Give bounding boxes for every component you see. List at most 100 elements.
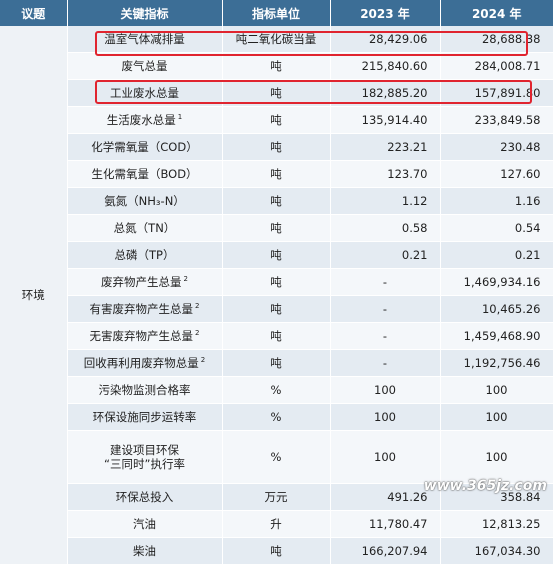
footnote-mark: 2	[195, 329, 200, 338]
table-row: 化学需氧量（COD）吨 223.21 230.48	[0, 133, 553, 161]
indicator-name: 无害废弃物产生总量 2	[67, 322, 223, 350]
header-2023: 2023 年	[330, 0, 441, 26]
indicator-name: 建设项目环保 “三同时”执行率	[67, 430, 223, 484]
table-row: 有害废弃物产生总量 2 吨 -10,465.26	[0, 295, 553, 323]
value-2023: 0.21	[330, 241, 441, 269]
indicator-name: 有害废弃物产生总量 2	[67, 295, 223, 323]
value-2023: -	[330, 349, 441, 377]
value-2024: 0.54	[440, 214, 553, 242]
value-2023: 135,914.40	[330, 106, 441, 134]
footnote-mark: 2	[195, 302, 200, 311]
indicator-unit: 吨	[222, 187, 331, 215]
indicator-name: 生活废水总量 1	[67, 106, 223, 134]
indicator-unit: 吨	[222, 537, 331, 565]
indicator-name: 生化需氧量（BOD）	[67, 160, 223, 188]
highlight-box-ghg	[95, 31, 528, 56]
value-2024: 284,008.71	[440, 52, 553, 80]
indicator-unit: 吨	[222, 295, 331, 323]
header-indicator: 关键指标	[67, 0, 223, 26]
indicator-name: 温室气体减排量	[67, 26, 223, 53]
indicator-unit: 吨	[222, 106, 331, 134]
value-2023: 100	[330, 376, 441, 404]
table-row: 废气总量吨 215,840.60 284,008.71	[0, 52, 553, 80]
table-row: 柴油吨 166,207.94 167,034.30	[0, 537, 553, 565]
indicator-name: 化学需氧量（COD）	[67, 133, 223, 161]
header-2024: 2024 年	[440, 0, 553, 26]
header-row: 议题 关键指标 指标单位 2023 年 2024 年	[0, 0, 553, 26]
value-2023: -	[330, 322, 441, 350]
footnote-mark: 2	[183, 275, 188, 284]
table-row: 污染物监测合格率% 100 100	[0, 376, 553, 404]
table-row: 生活废水总量 1 吨 135,914.40 233,849.58	[0, 106, 553, 134]
value-2023: 100	[330, 403, 441, 431]
value-2024: 12,813.25	[440, 510, 553, 538]
table-row: 环保设施同步运转率% 100 100	[0, 403, 553, 431]
footnote-mark: 2	[200, 356, 206, 365]
value-2024: 167,034.30	[440, 537, 553, 565]
indicator-unit: %	[222, 403, 331, 431]
value-2023: 0.58	[330, 214, 441, 242]
indicator-name: 废气总量	[67, 52, 223, 80]
value-2024: 1,459,468.90	[440, 322, 553, 350]
indicator-unit: 吨	[222, 349, 331, 377]
table-row: 总磷（TP）吨 0.21 0.21	[0, 241, 553, 269]
header-topic: 议题	[0, 0, 68, 26]
indicator-unit: 吨	[222, 133, 331, 161]
value-2024: 233,849.58	[440, 106, 553, 134]
value-2023: 215,840.60	[330, 52, 441, 80]
topic-cell: 环境	[0, 26, 68, 565]
indicator-unit: %	[222, 376, 331, 404]
value-2023: 28,429.06	[330, 26, 441, 53]
value-2024: 10,465.26	[440, 295, 553, 323]
header-unit: 指标单位	[222, 0, 331, 26]
value-2024: 127.60	[440, 160, 553, 188]
indicator-unit: 吨	[222, 241, 331, 269]
indicator-name: 总磷（TP）	[67, 241, 223, 269]
indicator-unit: 吨	[222, 214, 331, 242]
indicator-unit: 吨	[222, 52, 331, 80]
indicator-unit: 吨二氧化碳当量	[222, 26, 331, 53]
indicator-name: 环保设施同步运转率	[67, 403, 223, 431]
indicator-name: 柴油	[67, 537, 223, 565]
value-2024: 1.16	[440, 187, 553, 215]
value-2024: 1,469,934.16	[440, 268, 553, 296]
indicator-name: 回收再利用废弃物总量 2	[67, 349, 223, 377]
table-row: 总氮（TN）吨 0.58 0.54	[0, 214, 553, 242]
indicator-name: 总氮（TN）	[67, 214, 223, 242]
value-2023: 123.70	[330, 160, 441, 188]
indicator-name: 氨氮（NH₃-N）	[67, 187, 223, 215]
indicator-name: 汽油	[67, 510, 223, 538]
indicator-name: 环保总投入	[67, 483, 223, 511]
value-2023: 223.21	[330, 133, 441, 161]
indicator-unit: 吨	[222, 322, 331, 350]
table-row: 无害废弃物产生总量 2 吨 -1,459,468.90	[0, 322, 553, 350]
value-2023: -	[330, 295, 441, 323]
table-row: 废弃物产生总量 2 吨 -1,469,934.16	[0, 268, 553, 296]
table-row: 氨氮（NH₃-N）吨 1.12 1.16	[0, 187, 553, 215]
indicator-unit: 升	[222, 510, 331, 538]
footnote-mark: 1	[177, 113, 183, 122]
table-body: 环境 温室气体减排量 吨二氧化碳当量 28,429.06 28,688.38 废气总量吨 2…	[0, 26, 553, 565]
table-row: 汽油升 11,780.47 12,813.25	[0, 510, 553, 538]
value-2024: 100	[440, 376, 553, 404]
value-2024: 28,688.38	[440, 26, 553, 53]
table-row: 建设项目环保 “三同时”执行率% 100 100	[0, 430, 553, 484]
value-2024: 230.48	[440, 133, 553, 161]
value-2023: 166,207.94	[330, 537, 441, 565]
value-2024: 1,192,756.46	[440, 349, 553, 377]
indicator-unit: %	[222, 430, 331, 484]
value-2024: 100	[440, 403, 553, 431]
highlight-box-industrial-wastewater	[95, 80, 532, 104]
table-row: 回收再利用废弃物总量 2 吨 -1,192,756.46	[0, 349, 553, 377]
table-row: 生化需氧量（BOD）吨 123.70 127.60	[0, 160, 553, 188]
value-2024: 100	[440, 430, 553, 484]
value-2023: 1.12	[330, 187, 441, 215]
indicator-unit: 万元	[222, 483, 331, 511]
indicator-name: 废弃物产生总量 2	[67, 268, 223, 296]
indicator-name: 污染物监测合格率	[67, 376, 223, 404]
value-2024: 0.21	[440, 241, 553, 269]
watermark: www.365jz.com	[423, 478, 547, 494]
value-2023: -	[330, 268, 441, 296]
table-row: 环境 温室气体减排量 吨二氧化碳当量 28,429.06 28,688.38	[0, 26, 553, 565]
